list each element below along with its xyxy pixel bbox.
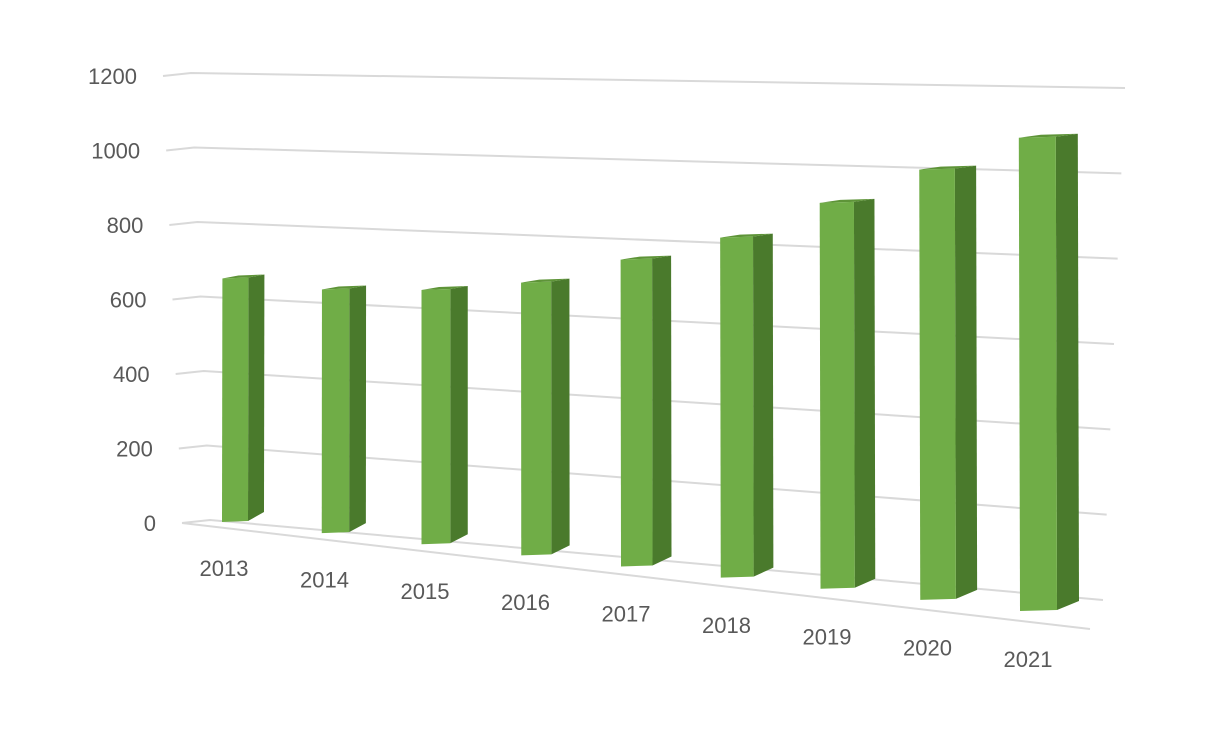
bar-top-2019 (819, 198, 875, 203)
bar-front-2013 (222, 277, 249, 522)
bar-top-2018 (720, 233, 773, 238)
bar-top-2020 (919, 165, 977, 170)
bar-side-2014 (349, 285, 367, 533)
y-axis-tick-labels: 0 200 400 600 800 1000 1200 (88, 64, 156, 536)
x-tick-label: 2021 (1004, 647, 1053, 672)
bar-side-2018 (753, 233, 774, 577)
gridline-1000 (166, 146, 1122, 175)
x-tick-label: 2016 (501, 590, 550, 615)
gridline-400 (175, 369, 1111, 431)
bar-side-2021 (1055, 133, 1079, 610)
bar-front-2019 (819, 201, 855, 589)
y-tick-label: 800 (107, 213, 144, 238)
bar-top-2015 (421, 286, 468, 291)
bar-top-2017 (620, 255, 672, 260)
bar-2015 (421, 286, 468, 545)
x-tick-label: 2015 (401, 579, 450, 604)
gridline-800 (169, 220, 1118, 260)
bars (222, 133, 1079, 611)
bar-front-2018 (720, 236, 754, 578)
gridline-0 (181, 518, 1104, 601)
bar-2017 (620, 255, 672, 567)
gridline-600 (172, 295, 1115, 345)
x-axis-category-labels: 2013 2014 2015 2016 2017 2018 2019 2020 2021 (200, 556, 1053, 672)
bar-2019 (819, 198, 876, 589)
bar-side-2013 (248, 274, 265, 521)
floor-front-edge (181, 522, 1091, 630)
y-tick-label: 200 (116, 437, 153, 462)
y-tick-label: 0 (144, 511, 156, 536)
y-tick-label: 1000 (91, 139, 140, 164)
x-tick-label: 2014 (300, 567, 349, 592)
bar-2016 (521, 278, 570, 556)
x-tick-label: 2019 (803, 624, 852, 649)
bar-2014 (321, 285, 367, 534)
bar-2021 (1018, 133, 1079, 611)
bar-side-2015 (450, 286, 468, 544)
bar-front-2021 (1018, 136, 1057, 611)
bar-top-2021 (1018, 133, 1078, 138)
bar-2013 (222, 274, 265, 522)
bar-front-2020 (919, 168, 956, 600)
bar-front-2016 (521, 281, 552, 556)
bar-front-2017 (620, 258, 653, 567)
bar-front-2014 (321, 288, 350, 534)
gridlines (162, 71, 1126, 630)
bar-top-2014 (321, 285, 367, 290)
x-tick-label: 2017 (602, 602, 651, 627)
x-tick-label: 2018 (702, 613, 751, 638)
gridline-200 (178, 444, 1107, 516)
bar-front-2015 (421, 289, 451, 545)
bar-side-2016 (551, 278, 570, 555)
gridline-1200 (162, 71, 1126, 89)
bar-top-2016 (521, 278, 570, 283)
y-tick-label: 600 (110, 288, 147, 313)
x-tick-label: 2013 (200, 556, 249, 581)
bar-side-2019 (853, 198, 876, 588)
bar-side-2020 (954, 165, 978, 599)
bar-2020 (919, 165, 978, 600)
x-tick-label: 2020 (903, 636, 952, 661)
y-tick-label: 1200 (88, 64, 137, 89)
y-tick-label: 400 (113, 362, 150, 387)
bar-top-2013 (222, 274, 265, 279)
bar-2018 (720, 233, 774, 578)
bar-side-2017 (652, 255, 672, 566)
